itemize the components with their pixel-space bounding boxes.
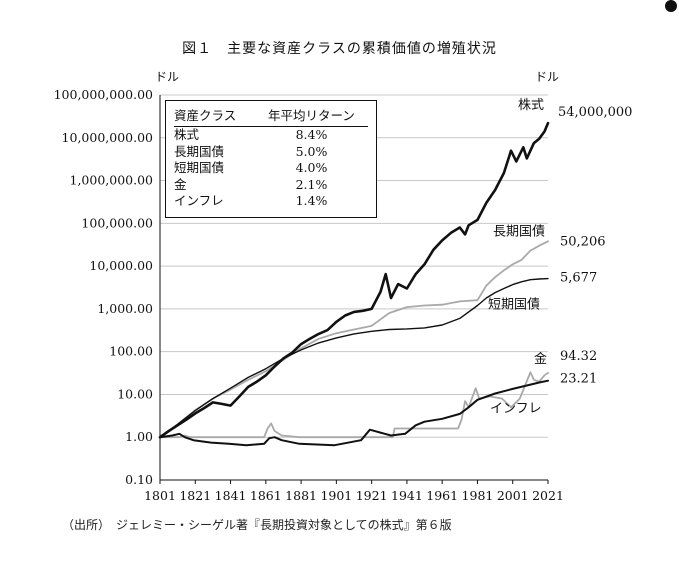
- series-line: [159, 371, 549, 439]
- x-tick-label: 1921: [356, 488, 388, 503]
- series-line: [159, 379, 549, 447]
- y-tick-label: 100,000,000.00: [54, 87, 153, 102]
- x-tick-label: 1841: [215, 488, 247, 503]
- chart-title: 図１ 主要な資産クラスの累積価値の増殖状況: [182, 41, 497, 57]
- x-tick-label: 1981: [462, 488, 494, 503]
- y-tick-label: 10,000.00: [89, 258, 153, 273]
- legend-row: 短期国債 4.0%: [174, 160, 368, 177]
- series-end-value-label: 5,677: [560, 271, 597, 286]
- legend-asset-name: 株式: [174, 127, 200, 142]
- x-tick-label: 1901: [320, 488, 352, 503]
- y-tick-label: 1,000.00: [97, 301, 153, 316]
- series-name-label: インフレ: [490, 402, 542, 417]
- legend-table: 資産クラス 年平均リターン 株式 8.4% 長期国債 5.0% 短期国債 4.0…: [165, 100, 377, 218]
- series-end-value-label: 50,206: [560, 234, 606, 249]
- x-tick-label: 1821: [179, 488, 211, 503]
- x-tick-label: 1941: [391, 488, 423, 503]
- legend-header-asset: 資産クラス: [174, 105, 255, 127]
- legend-asset-name: 長期国債: [174, 143, 225, 159]
- series-end-value-label: 23.21: [560, 372, 597, 387]
- y-tick-label: 1,000,000.00: [70, 173, 154, 188]
- x-tick-label: 2021: [532, 488, 564, 503]
- legend-asset-return: 4.0%: [295, 160, 328, 175]
- y-tick-label: 1.00: [125, 429, 153, 444]
- right-axis-unit: ドル: [535, 70, 560, 84]
- legend-asset-return: 1.4%: [295, 193, 328, 208]
- legend-row: 長期国債 5.0%: [174, 144, 368, 161]
- x-tick-label: 1861: [250, 488, 282, 503]
- legend-header-return: 年平均リターン: [254, 105, 368, 127]
- legend-row: 金 2.1%: [174, 177, 368, 194]
- legend-asset-return: 2.1%: [295, 176, 328, 192]
- legend-row: インフレ 1.4%: [174, 193, 368, 210]
- corner-mark: [665, 0, 677, 12]
- series-end-value-label: 94.32: [560, 349, 597, 364]
- legend-asset-return: 5.0%: [295, 143, 328, 159]
- series-name-label: 株式: [518, 98, 544, 113]
- series-line: [158, 121, 550, 439]
- series-line: [159, 240, 549, 439]
- source-note: （出所） ジェレミー・シーゲル著『長期投資対象としての株式』第６版: [62, 518, 452, 532]
- y-tick-label: 10,000,000.00: [62, 130, 153, 145]
- series-name-label: 短期国債: [488, 298, 540, 313]
- legend-asset-name: 金: [174, 176, 187, 192]
- y-tick-label: 100.00: [109, 344, 153, 359]
- y-tick-label: 0.10: [125, 472, 153, 487]
- series-name-label: 金: [534, 351, 547, 367]
- x-tick-label: 2001: [497, 488, 529, 503]
- series-name-label: 長期国債: [493, 224, 545, 239]
- left-axis-unit: ドル: [155, 70, 180, 84]
- x-tick-label: 1881: [285, 488, 317, 503]
- y-tick-label: 100,000.00: [81, 215, 153, 230]
- series-end-value-label: 54,000,000: [558, 105, 632, 120]
- legend-asset-name: 短期国債: [174, 160, 225, 175]
- y-tick-label: 10.00: [117, 386, 153, 401]
- legend-asset-name: インフレ: [174, 193, 224, 208]
- x-tick-label: 1961: [426, 488, 458, 503]
- legend-row: 株式 8.4%: [174, 127, 368, 144]
- series-line: [159, 277, 549, 438]
- x-tick-label: 1801: [144, 488, 176, 503]
- legend-asset-return: 8.4%: [295, 127, 328, 142]
